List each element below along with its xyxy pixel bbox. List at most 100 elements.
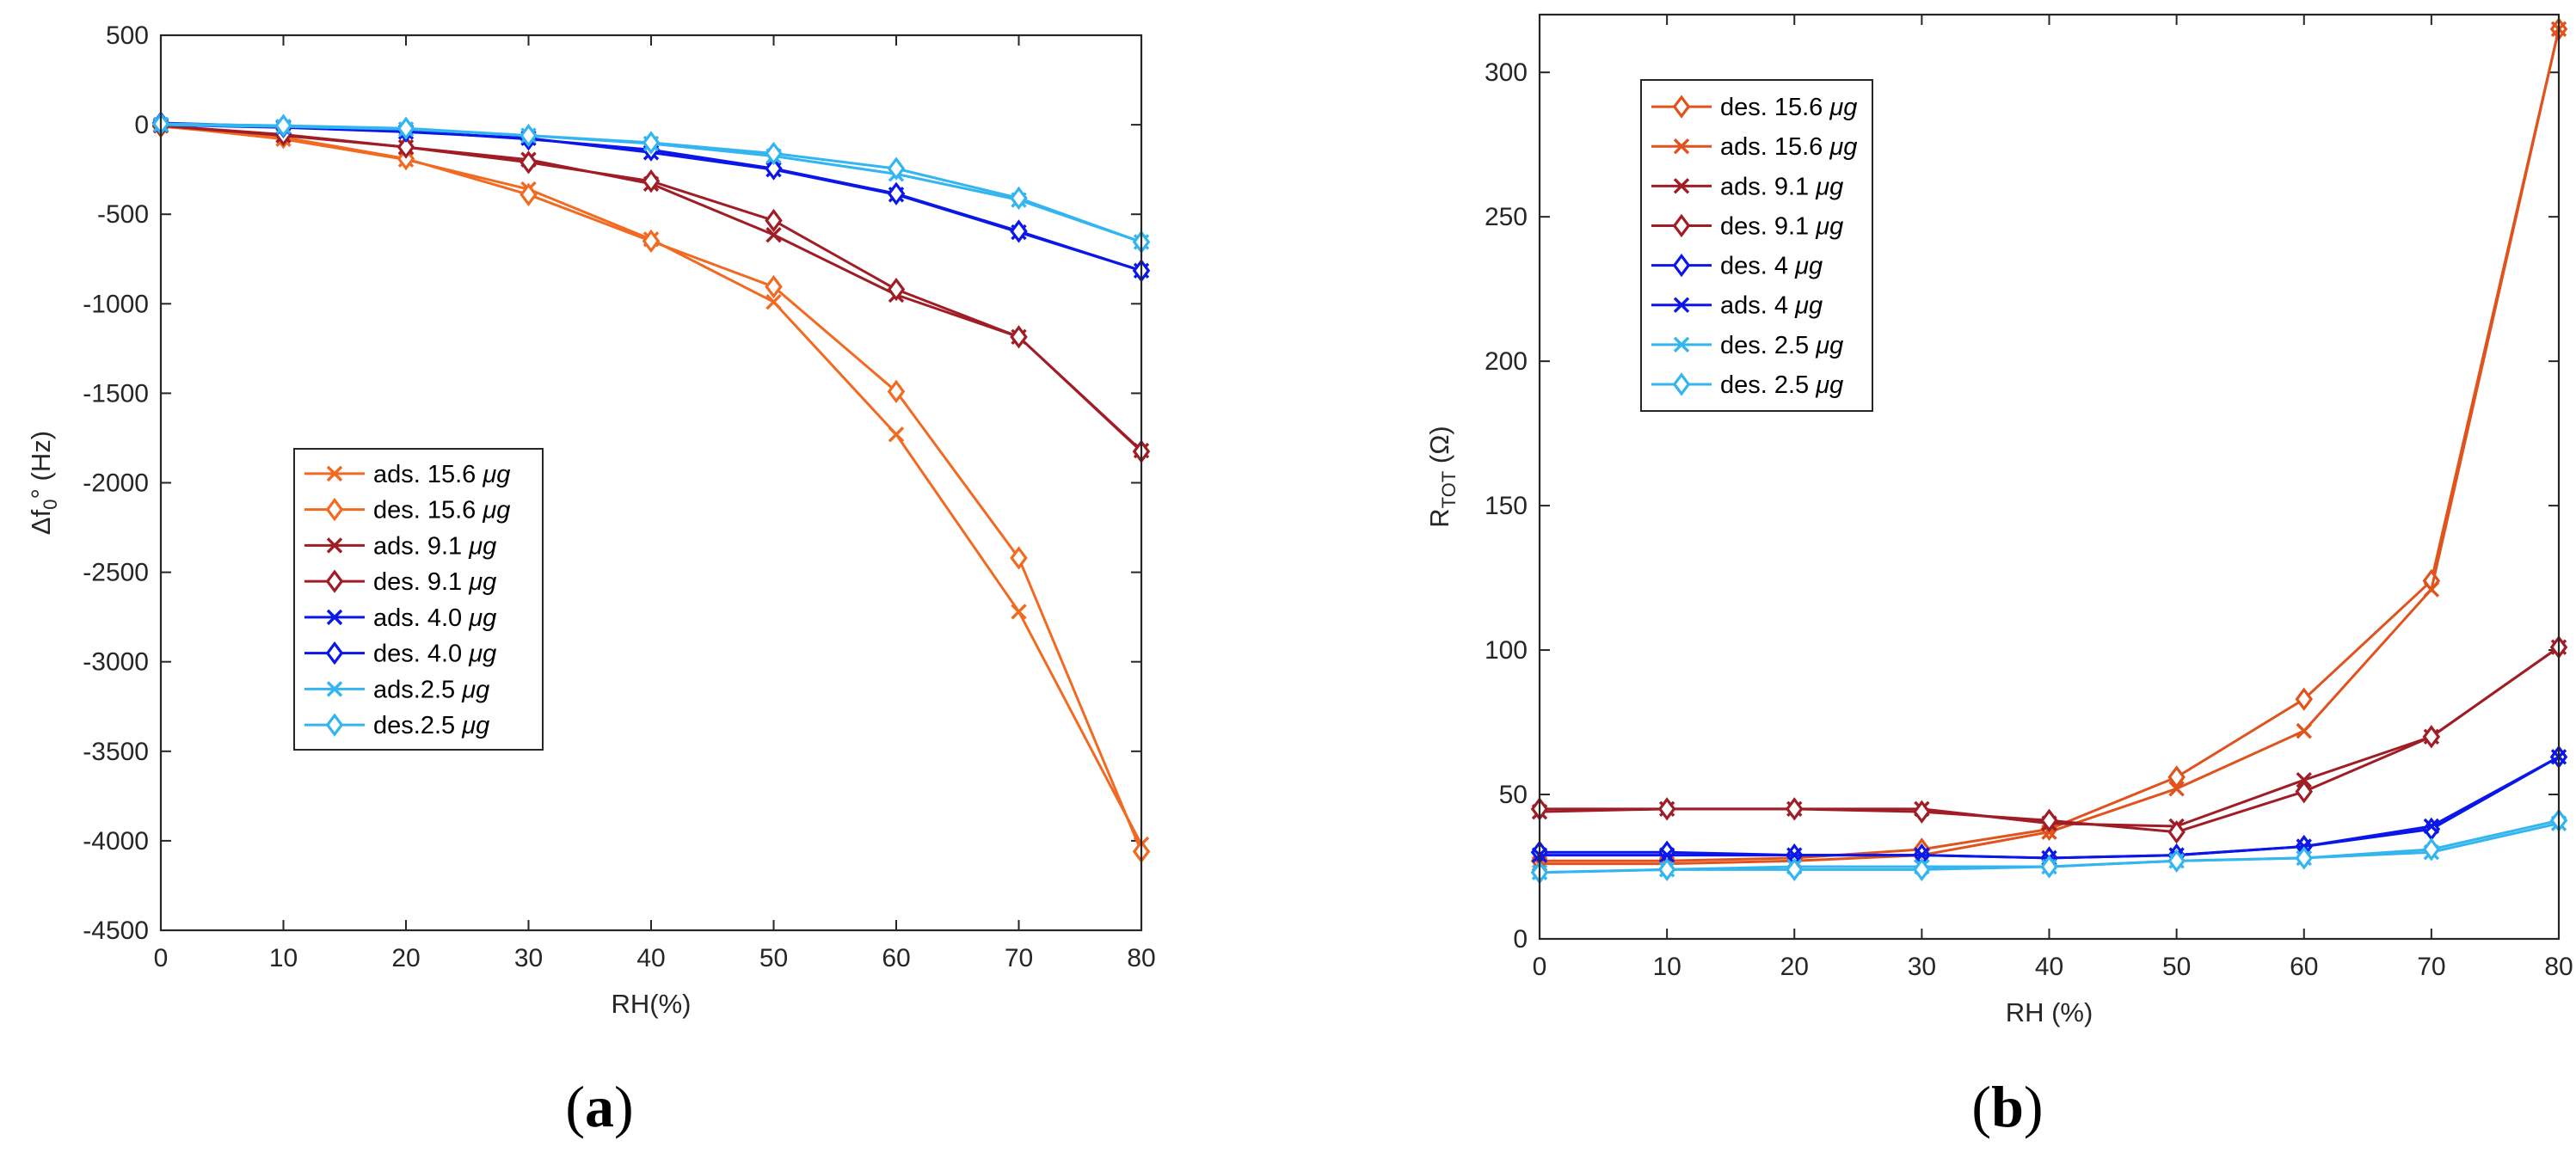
chart-a-x-axis-title: RH(%)	[612, 989, 692, 1019]
chart-b-series-1-point	[2168, 781, 2185, 797]
chart-b-legend-marker-2	[1673, 178, 1690, 194]
chart-b-y-axis-title-main: R	[1424, 508, 1454, 527]
chart-a-legend-label-7-name: des.2.5	[373, 712, 462, 739]
chart-b-legend-label-6: des. 2.5 μg	[1720, 332, 1843, 359]
chart-a-series-3-point	[765, 208, 783, 233]
chart-b-series-3-point	[2167, 820, 2186, 844]
chart-a-legend-label-1-unit: μg	[482, 497, 510, 524]
chart-b-legend-label-1-unit: μg	[1829, 133, 1857, 161]
chart-a-legend-label-2-name: ads. 9.1	[373, 532, 469, 560]
chart-b-series-7-point	[1913, 857, 1931, 882]
chart-a-x-tick-label: 0	[154, 944, 169, 972]
chart-a-legend-label-3-name: des. 9.1	[373, 568, 469, 596]
chart-a-y-tick-label: -2000	[83, 469, 149, 498]
chart-a-series-7-point	[765, 141, 783, 166]
chart-a-legend-label-3-unit: μg	[468, 568, 496, 596]
chart-b-series-5-point	[1658, 847, 1675, 863]
chart-a-series-7-point	[1010, 186, 1028, 211]
chart-a-legend-label-0-name: ads. 15.6	[373, 461, 483, 488]
chart-b-legend-label-2-name: ads. 9.1	[1720, 173, 1816, 200]
chart-a-legend-box	[293, 448, 544, 751]
chart-b-series-1-point	[2296, 722, 2312, 739]
chart-a-y-tick-label: 0	[134, 111, 149, 139]
chart-a-legend-label-5-name: des. 4.0	[373, 641, 469, 668]
chart-b-series-7-point	[1786, 857, 1804, 882]
chart-a-series-7-point	[397, 116, 415, 140]
chart-a-x-tick-label: 60	[882, 944, 910, 972]
chart-b-series-group	[1530, 17, 2568, 885]
chart-b-x-tick-label: 20	[1780, 953, 1809, 981]
chart-a-series-1-point	[520, 182, 538, 206]
chart-a-series-7-point	[887, 156, 906, 181]
chart-a-y-axis-title-sub: 0	[40, 499, 61, 509]
chart-b-legend-label-5: ads. 4 μg	[1720, 292, 1823, 320]
chart-b-legend-marker-4	[1672, 253, 1691, 278]
chart-b-legend-marker-0	[1672, 95, 1691, 119]
chart-a-y-tick-label: 500	[106, 21, 149, 50]
chart-a-x-tick-label: 30	[514, 944, 543, 972]
chart-b-y-tick-label: 300	[1485, 58, 1528, 87]
chart-a-legend-label-5: des. 4.0 μg	[373, 641, 496, 668]
chart-b-legend-label-7-unit: μg	[1815, 371, 1843, 399]
chart-b-legend-label-1-name: ads. 15.6	[1720, 133, 1829, 161]
chart-a-series-5-point	[1010, 219, 1028, 243]
chart-b-series-0-point	[2295, 687, 2313, 711]
chart-a-legend-marker-4	[326, 609, 343, 626]
chart-a-series-3-point	[887, 277, 906, 302]
chart-a-legend-label-2-unit: μg	[468, 532, 496, 560]
chart-b-legend-label-5-name: ads. 4	[1720, 292, 1795, 320]
chart-b-series-7-point	[2295, 846, 2313, 870]
chart-a-series-1-point	[642, 229, 661, 254]
chart-b-legend-label-2: ads. 9.1 μg	[1720, 173, 1843, 200]
chart-b-y-axis-title-sub: TOT	[1438, 471, 1460, 509]
chart-b-x-tick-label: 50	[2162, 953, 2191, 981]
chart-b-legend-label-4-name: des. 4	[1720, 253, 1795, 280]
chart-b-x-tick-label: 40	[2035, 953, 2063, 981]
chart-a-y-tick-label: -500	[97, 200, 149, 229]
chart-b-x-tick-label: 30	[1908, 953, 1936, 981]
chart-b-legend-label-7: des. 2.5 μg	[1720, 371, 1843, 399]
chart-b-series-3-point	[1657, 797, 1676, 821]
chart-a-y-tick-label: -1000	[83, 290, 149, 318]
chart-a-series-1-point	[765, 274, 783, 299]
chart-a-legend-marker-6	[326, 681, 343, 697]
chart-b-series-7-point	[2422, 837, 2441, 862]
chart-a-series-3-point	[397, 135, 415, 159]
chart-a-legend-marker-5	[325, 641, 344, 665]
chart-b-y-tick-label: 250	[1485, 203, 1528, 231]
chart-a-y-tick-label: -4000	[83, 827, 149, 855]
chart-a-legend-label-2: ads. 9.1 μg	[373, 532, 496, 560]
chart-b-y-axis-title-unit: (Ω)	[1424, 426, 1454, 470]
chart-a-y-axis-title-unit: ° (Hz)	[26, 431, 56, 500]
chart-a-y-tick-label: -3500	[83, 738, 149, 766]
chart-a-x-tick-label: 10	[269, 944, 298, 972]
chart-b-series-2-line	[1539, 646, 2560, 828]
chart-b-series-7-point	[1657, 857, 1676, 882]
chart-b-plot-frame	[1538, 13, 2561, 941]
chart-b-y-tick-label: 200	[1485, 347, 1528, 376]
chart-b-legend-label-3-name: des. 9.1	[1720, 212, 1816, 240]
chart-a-legend-label-1-name: des. 15.6	[373, 497, 483, 524]
chart-a-x-tick-label: 50	[759, 944, 788, 972]
chart-b-legend-label-5-unit: μg	[1794, 292, 1823, 320]
panel-label-b-letter: b	[1991, 1074, 2024, 1139]
chart-b-series-7-point	[2040, 855, 2058, 879]
chart-a-series-0-point	[1011, 604, 1027, 620]
chart-b-legend-label-3: des. 9.1 μg	[1720, 212, 1843, 240]
chart-b-series-3-point	[2295, 780, 2313, 804]
chart-b-legend-label-4: des. 4 μg	[1720, 253, 1823, 280]
chart-a-series-2-point	[765, 226, 782, 243]
chart-b-legend-label-6-unit: μg	[1815, 332, 1843, 359]
chart-a-series-7-point	[274, 113, 292, 138]
panel-label-a: (a)	[565, 1074, 633, 1139]
chart-a-legend-marker-0	[326, 465, 343, 482]
chart-a-legend-marker-7	[325, 713, 344, 737]
chart-b-series-5-point	[1786, 847, 1803, 863]
chart-a-legend-label-1: des. 15.6 μg	[373, 497, 510, 524]
chart-b-legend-label-4-unit: μg	[1794, 253, 1823, 280]
chart-a-series-7-point	[520, 123, 538, 148]
chart-a-y-tick-label: -1500	[83, 379, 149, 408]
panel-label-b: (b)	[1971, 1074, 2043, 1139]
chart-a-legend-label-6-name: ads.2.5	[373, 676, 462, 703]
